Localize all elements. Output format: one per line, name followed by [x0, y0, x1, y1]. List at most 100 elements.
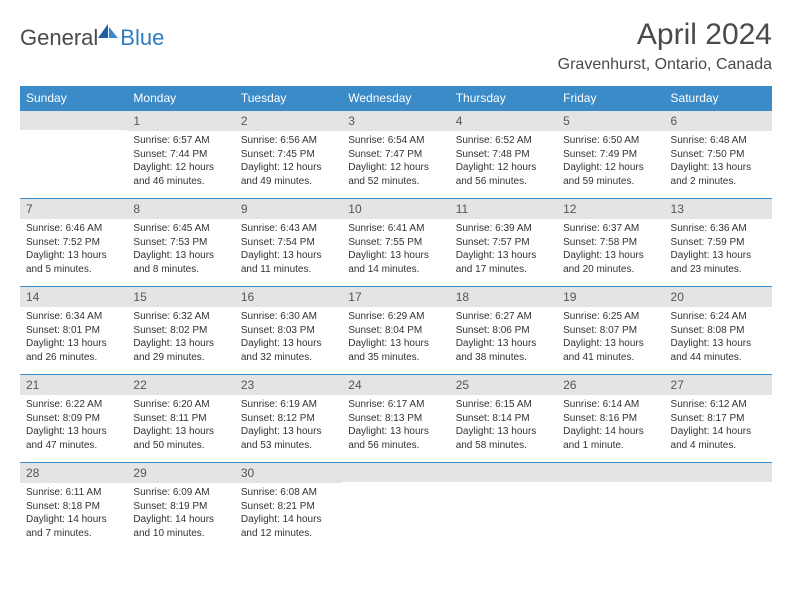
sunset-line: Sunset: 8:12 PM — [241, 412, 336, 426]
calendar-day-cell: 25Sunrise: 6:15 AMSunset: 8:14 PMDayligh… — [450, 374, 557, 462]
day-content: Sunrise: 6:52 AMSunset: 7:48 PMDaylight:… — [450, 131, 557, 194]
day-number: 16 — [235, 286, 342, 307]
calendar-day-cell: 7Sunrise: 6:46 AMSunset: 7:52 PMDaylight… — [20, 198, 127, 286]
day-number: 3 — [342, 110, 449, 131]
daylight-line: Daylight: 13 hours and 17 minutes. — [456, 249, 551, 276]
day-number: 2 — [235, 110, 342, 131]
day-number-empty — [20, 110, 127, 130]
daylight-line: Daylight: 13 hours and 29 minutes. — [133, 337, 228, 364]
calendar-day-cell: 17Sunrise: 6:29 AMSunset: 8:04 PMDayligh… — [342, 286, 449, 374]
sunset-line: Sunset: 8:11 PM — [133, 412, 228, 426]
sunrise-line: Sunrise: 6:37 AM — [563, 222, 658, 236]
calendar-day-cell: 14Sunrise: 6:34 AMSunset: 8:01 PMDayligh… — [20, 286, 127, 374]
daylight-line: Daylight: 13 hours and 11 minutes. — [241, 249, 336, 276]
daylight-line: Daylight: 13 hours and 20 minutes. — [563, 249, 658, 276]
sunrise-line: Sunrise: 6:12 AM — [671, 398, 766, 412]
sunset-line: Sunset: 7:44 PM — [133, 148, 228, 162]
sunrise-line: Sunrise: 6:41 AM — [348, 222, 443, 236]
daylight-line: Daylight: 13 hours and 23 minutes. — [671, 249, 766, 276]
calendar-day-cell — [665, 462, 772, 546]
weekday-header: Wednesday — [342, 86, 449, 110]
day-number: 24 — [342, 374, 449, 395]
header: General Blue April 2024 Gravenhurst, Ont… — [20, 18, 772, 74]
day-content: Sunrise: 6:27 AMSunset: 8:06 PMDaylight:… — [450, 307, 557, 370]
sunset-line: Sunset: 7:55 PM — [348, 236, 443, 250]
calendar-day-cell: 12Sunrise: 6:37 AMSunset: 7:58 PMDayligh… — [557, 198, 664, 286]
sunset-line: Sunset: 8:16 PM — [563, 412, 658, 426]
sunset-line: Sunset: 8:14 PM — [456, 412, 551, 426]
calendar-day-cell: 26Sunrise: 6:14 AMSunset: 8:16 PMDayligh… — [557, 374, 664, 462]
sunrise-line: Sunrise: 6:56 AM — [241, 134, 336, 148]
calendar-day-cell: 24Sunrise: 6:17 AMSunset: 8:13 PMDayligh… — [342, 374, 449, 462]
sunset-line: Sunset: 8:19 PM — [133, 500, 228, 514]
sunset-line: Sunset: 7:57 PM — [456, 236, 551, 250]
sunset-line: Sunset: 8:18 PM — [26, 500, 121, 514]
day-content: Sunrise: 6:12 AMSunset: 8:17 PMDaylight:… — [665, 395, 772, 458]
day-content: Sunrise: 6:25 AMSunset: 8:07 PMDaylight:… — [557, 307, 664, 370]
sunrise-line: Sunrise: 6:25 AM — [563, 310, 658, 324]
daylight-line: Daylight: 12 hours and 49 minutes. — [241, 161, 336, 188]
day-number: 19 — [557, 286, 664, 307]
sunrise-line: Sunrise: 6:15 AM — [456, 398, 551, 412]
calendar-head: SundayMondayTuesdayWednesdayThursdayFrid… — [20, 86, 772, 110]
sunrise-line: Sunrise: 6:17 AM — [348, 398, 443, 412]
weekday-header: Saturday — [665, 86, 772, 110]
sunset-line: Sunset: 7:45 PM — [241, 148, 336, 162]
sunset-line: Sunset: 7:52 PM — [26, 236, 121, 250]
sunrise-line: Sunrise: 6:45 AM — [133, 222, 228, 236]
daylight-line: Daylight: 14 hours and 10 minutes. — [133, 513, 228, 540]
sunset-line: Sunset: 7:47 PM — [348, 148, 443, 162]
calendar-day-cell: 3Sunrise: 6:54 AMSunset: 7:47 PMDaylight… — [342, 110, 449, 198]
day-content: Sunrise: 6:08 AMSunset: 8:21 PMDaylight:… — [235, 483, 342, 546]
day-content: Sunrise: 6:48 AMSunset: 7:50 PMDaylight:… — [665, 131, 772, 194]
day-content: Sunrise: 6:17 AMSunset: 8:13 PMDaylight:… — [342, 395, 449, 458]
day-content: Sunrise: 6:09 AMSunset: 8:19 PMDaylight:… — [127, 483, 234, 546]
day-content: Sunrise: 6:15 AMSunset: 8:14 PMDaylight:… — [450, 395, 557, 458]
calendar-day-cell: 21Sunrise: 6:22 AMSunset: 8:09 PMDayligh… — [20, 374, 127, 462]
daylight-line: Daylight: 12 hours and 59 minutes. — [563, 161, 658, 188]
day-number: 9 — [235, 198, 342, 219]
sunset-line: Sunset: 7:58 PM — [563, 236, 658, 250]
day-number: 27 — [665, 374, 772, 395]
sunset-line: Sunset: 7:48 PM — [456, 148, 551, 162]
sunrise-line: Sunrise: 6:20 AM — [133, 398, 228, 412]
calendar-day-cell: 10Sunrise: 6:41 AMSunset: 7:55 PMDayligh… — [342, 198, 449, 286]
calendar-day-cell: 11Sunrise: 6:39 AMSunset: 7:57 PMDayligh… — [450, 198, 557, 286]
day-content: Sunrise: 6:24 AMSunset: 8:08 PMDaylight:… — [665, 307, 772, 370]
daylight-line: Daylight: 12 hours and 52 minutes. — [348, 161, 443, 188]
location-subtitle: Gravenhurst, Ontario, Canada — [558, 56, 772, 74]
day-content: Sunrise: 6:34 AMSunset: 8:01 PMDaylight:… — [20, 307, 127, 370]
sunrise-line: Sunrise: 6:24 AM — [671, 310, 766, 324]
daylight-line: Daylight: 13 hours and 47 minutes. — [26, 425, 121, 452]
day-number: 25 — [450, 374, 557, 395]
calendar-page: General Blue April 2024 Gravenhurst, Ont… — [0, 0, 792, 564]
day-number: 23 — [235, 374, 342, 395]
calendar-day-cell: 1Sunrise: 6:57 AMSunset: 7:44 PMDaylight… — [127, 110, 234, 198]
day-number: 21 — [20, 374, 127, 395]
day-content: Sunrise: 6:43 AMSunset: 7:54 PMDaylight:… — [235, 219, 342, 282]
calendar-day-cell: 16Sunrise: 6:30 AMSunset: 8:03 PMDayligh… — [235, 286, 342, 374]
calendar-day-cell: 28Sunrise: 6:11 AMSunset: 8:18 PMDayligh… — [20, 462, 127, 546]
daylight-line: Daylight: 13 hours and 14 minutes. — [348, 249, 443, 276]
day-content: Sunrise: 6:50 AMSunset: 7:49 PMDaylight:… — [557, 131, 664, 194]
calendar-week-row: 28Sunrise: 6:11 AMSunset: 8:18 PMDayligh… — [20, 462, 772, 546]
weekday-header: Sunday — [20, 86, 127, 110]
day-content: Sunrise: 6:20 AMSunset: 8:11 PMDaylight:… — [127, 395, 234, 458]
logo-sail-icon — [100, 24, 118, 51]
weekday-row: SundayMondayTuesdayWednesdayThursdayFrid… — [20, 86, 772, 110]
calendar-day-cell: 22Sunrise: 6:20 AMSunset: 8:11 PMDayligh… — [127, 374, 234, 462]
sunrise-line: Sunrise: 6:48 AM — [671, 134, 766, 148]
weekday-header: Friday — [557, 86, 664, 110]
calendar-day-cell: 9Sunrise: 6:43 AMSunset: 7:54 PMDaylight… — [235, 198, 342, 286]
daylight-line: Daylight: 14 hours and 1 minute. — [563, 425, 658, 452]
day-content: Sunrise: 6:46 AMSunset: 7:52 PMDaylight:… — [20, 219, 127, 282]
day-number: 4 — [450, 110, 557, 131]
calendar-week-row: 14Sunrise: 6:34 AMSunset: 8:01 PMDayligh… — [20, 286, 772, 374]
calendar-body: 1Sunrise: 6:57 AMSunset: 7:44 PMDaylight… — [20, 110, 772, 546]
daylight-line: Daylight: 13 hours and 5 minutes. — [26, 249, 121, 276]
calendar-day-cell — [342, 462, 449, 546]
calendar-day-cell: 30Sunrise: 6:08 AMSunset: 8:21 PMDayligh… — [235, 462, 342, 546]
day-content: Sunrise: 6:57 AMSunset: 7:44 PMDaylight:… — [127, 131, 234, 194]
daylight-line: Daylight: 13 hours and 32 minutes. — [241, 337, 336, 364]
sunset-line: Sunset: 7:50 PM — [671, 148, 766, 162]
